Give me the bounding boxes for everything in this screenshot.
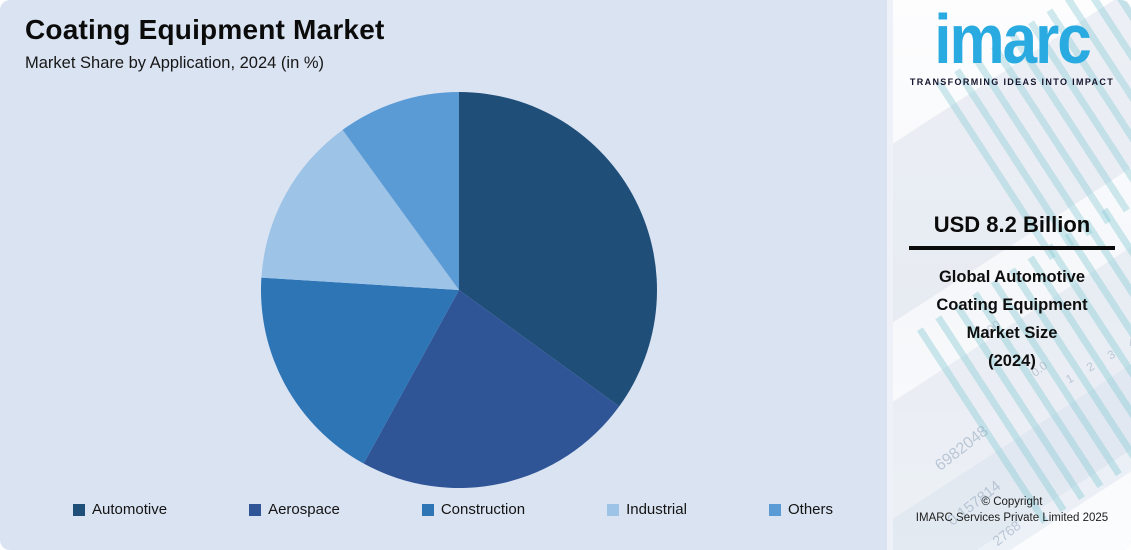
legend-item-others: Others — [768, 501, 833, 518]
legend-item-construction: Construction — [421, 501, 526, 518]
legend-marker-icon — [73, 503, 85, 516]
pie-svg — [260, 91, 658, 489]
chart-legend: Automotive Aerospace Construction Industria… — [73, 501, 833, 518]
brand-panel: 6982048 0.157814 2768 0.0 500 1 2 3 4 im… — [893, 0, 1131, 550]
copyright-line: © Copyright — [981, 496, 1043, 508]
copyright-line: IMARC Services Private Limited 2025 — [915, 512, 1109, 524]
pie-slice-industrial — [261, 129, 459, 290]
copyright-notice: © Copyright IMARC Services Private Limit… — [893, 494, 1131, 526]
imarc-logo-text: imarc — [934, 1, 1091, 79]
legend-label: Construction — [440, 501, 526, 518]
imarc-logo: imarc TRANSFORMING IDEAS INTO IMPACT — [893, 1, 1131, 87]
value-divider — [909, 246, 1115, 250]
legend-marker-icon — [768, 503, 781, 516]
legend-item-industrial: Industrial — [607, 501, 687, 518]
chart-subtitle: Market Share by Application, 2024 (in %) — [25, 54, 324, 72]
legend-marker-icon — [249, 503, 262, 516]
page-title: Coating Equipment Market — [25, 14, 385, 45]
legend-marker-icon — [607, 503, 620, 516]
market-size-label-line: Global Automotive — [938, 268, 1086, 286]
legend-label: Aerospace — [268, 501, 340, 518]
pie-slice-aerospace — [363, 290, 620, 489]
market-size-label: Global Automotive Coating Equipment Mark… — [893, 263, 1131, 375]
market-size-label-line: Market Size — [966, 324, 1058, 342]
market-size-label-line: (2024) — [988, 352, 1036, 370]
legend-item-aerospace: Aerospace — [249, 501, 340, 518]
legend-marker-icon — [421, 503, 434, 516]
market-value: USD 8.2 Billion — [933, 212, 1091, 237]
brand-panel-content: imarc TRANSFORMING IDEAS INTO IMPACT USD… — [893, 0, 1131, 550]
pie-slice-automotive — [459, 91, 658, 407]
market-size-label-line: Coating Equipment — [936, 296, 1088, 314]
legend-label: Automotive — [92, 501, 168, 518]
chart-area: Coating Equipment Market Market Share by… — [25, 14, 833, 518]
legend-item-automotive: Automotive — [73, 501, 167, 518]
pie-slice-construction — [260, 277, 459, 464]
pie-slice-others — [342, 91, 459, 291]
imarc-tagline: TRANSFORMING IDEAS INTO IMPACT — [909, 77, 1115, 87]
panel-divider-strip — [887, 0, 893, 550]
pie-chart — [260, 91, 658, 489]
legend-label: Others — [787, 501, 833, 518]
legend-label: Industrial — [626, 501, 687, 518]
